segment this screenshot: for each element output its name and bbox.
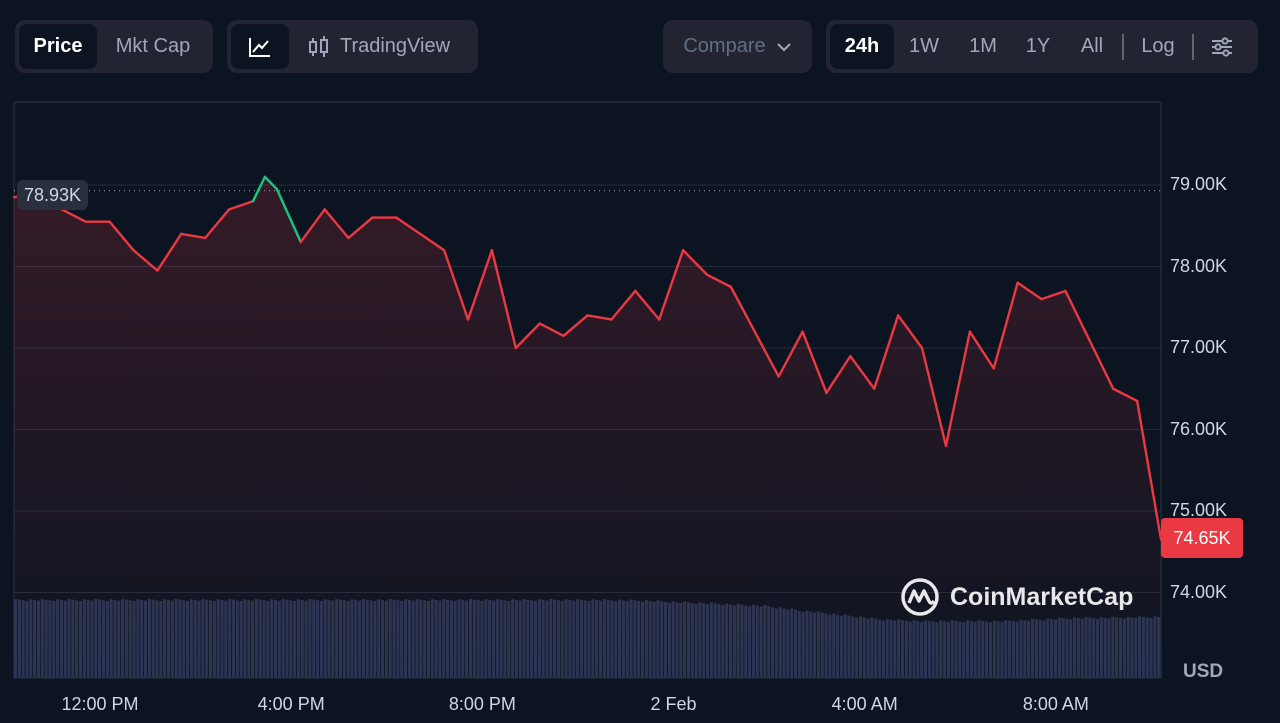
tab-price[interactable]: Price [19, 24, 97, 69]
price-segment [490, 248, 518, 350]
price-segment [968, 330, 995, 370]
price-segment [1016, 281, 1043, 301]
price-segment [60, 208, 87, 223]
y-tick-label: 77.00K [1170, 337, 1228, 357]
currency-label: USD [1183, 661, 1224, 682]
settings-button[interactable] [1196, 24, 1248, 69]
range-1m[interactable]: 1M [969, 35, 997, 57]
x-tick-label: 4:00 AM [831, 694, 898, 714]
chevron-down-icon [776, 42, 791, 51]
x-tick-label: 12:00 PM [61, 694, 139, 714]
y-tick-label: 74.00K [1170, 581, 1228, 602]
price-segment [849, 354, 876, 390]
price-segment [108, 220, 135, 252]
price-area [14, 176, 1161, 678]
price-segment [156, 232, 183, 272]
divider [1192, 33, 1194, 60]
open-price-badge: 78.93K [17, 180, 89, 210]
price-segment [514, 322, 541, 350]
price-segment [634, 289, 661, 321]
y-tick-label: 79.00K [1170, 174, 1228, 194]
price-segment [180, 232, 207, 240]
price-segment [347, 216, 374, 240]
price-segment [705, 273, 733, 289]
price-segment [1040, 289, 1067, 301]
current-price-badge: 74.65K [1161, 518, 1243, 558]
price-segment [1112, 387, 1139, 403]
y-tick-label: 75.00K [1170, 500, 1228, 520]
price-segment [586, 314, 613, 321]
chart-view-toggle: TradingView [227, 20, 478, 73]
price-segment [1088, 338, 1115, 390]
price-segment [538, 322, 565, 337]
time-range-selector: 24h 1W 1M 1Y All Log [826, 20, 1258, 73]
compare-dropdown[interactable]: Compare [663, 20, 812, 73]
price-segment [992, 281, 1019, 370]
price-segment [1064, 289, 1091, 342]
price-segment [873, 314, 900, 390]
price-segment [920, 346, 948, 447]
price-segment [323, 208, 350, 240]
price-segment [227, 200, 255, 211]
price-line [12, 175, 1163, 541]
compare-label: Compare [683, 35, 766, 57]
y-tick-label: 76.00K [1170, 418, 1228, 439]
price-segment [944, 330, 972, 447]
coinmarketcap-logo-icon [901, 578, 939, 616]
price-segment [562, 314, 589, 337]
price-segment [729, 285, 756, 333]
price-segment [203, 208, 231, 240]
range-1y[interactable]: 1Y [1025, 35, 1051, 57]
range-all[interactable]: All [1080, 35, 1104, 57]
price-area-fill [14, 176, 1161, 678]
line-chart-button[interactable] [231, 24, 289, 69]
y-tick-label: 78.00K [1170, 255, 1228, 276]
divider [1122, 33, 1124, 60]
price-segment [825, 354, 852, 395]
line-chart-icon [249, 37, 270, 57]
watermark: CoinMarketCap [900, 577, 1133, 617]
sliders-icon [1212, 36, 1232, 57]
price-segment [777, 330, 804, 378]
price-segment [299, 208, 326, 244]
price-segment [132, 248, 159, 272]
price-segment [263, 175, 279, 191]
tradingview-button[interactable]: TradingView [289, 24, 469, 69]
range-24h[interactable]: 24h [830, 24, 894, 69]
price-segment [395, 216, 422, 236]
price-segment [753, 330, 780, 378]
x-tick-label: 8:00 AM [1022, 694, 1089, 714]
range-1w[interactable]: 1W [909, 35, 939, 57]
tab-mkt-cap[interactable]: Mkt Cap [115, 35, 191, 57]
price-segment [419, 232, 446, 252]
chart-type-toggle: Price Mkt Cap [15, 20, 213, 73]
price-segment [442, 248, 470, 321]
x-tick-label: 4:00 PM [257, 694, 325, 714]
price-segment [681, 248, 709, 276]
price-segment [1135, 399, 1163, 541]
price-segment [657, 248, 685, 321]
log-scale-toggle[interactable]: Log [1141, 35, 1175, 57]
price-segment [801, 330, 828, 395]
tradingview-label: TradingView [339, 35, 451, 57]
price-segment [610, 289, 637, 321]
candlestick-icon [308, 35, 328, 57]
price-segment [896, 314, 924, 350]
x-tick-label: 8:00 PM [448, 694, 516, 714]
price-segment [466, 248, 494, 321]
price-segment [275, 187, 302, 244]
x-tick-label: 2 Feb [650, 694, 697, 714]
watermark-text: CoinMarketCap [950, 582, 1134, 611]
price-segment [251, 175, 267, 203]
